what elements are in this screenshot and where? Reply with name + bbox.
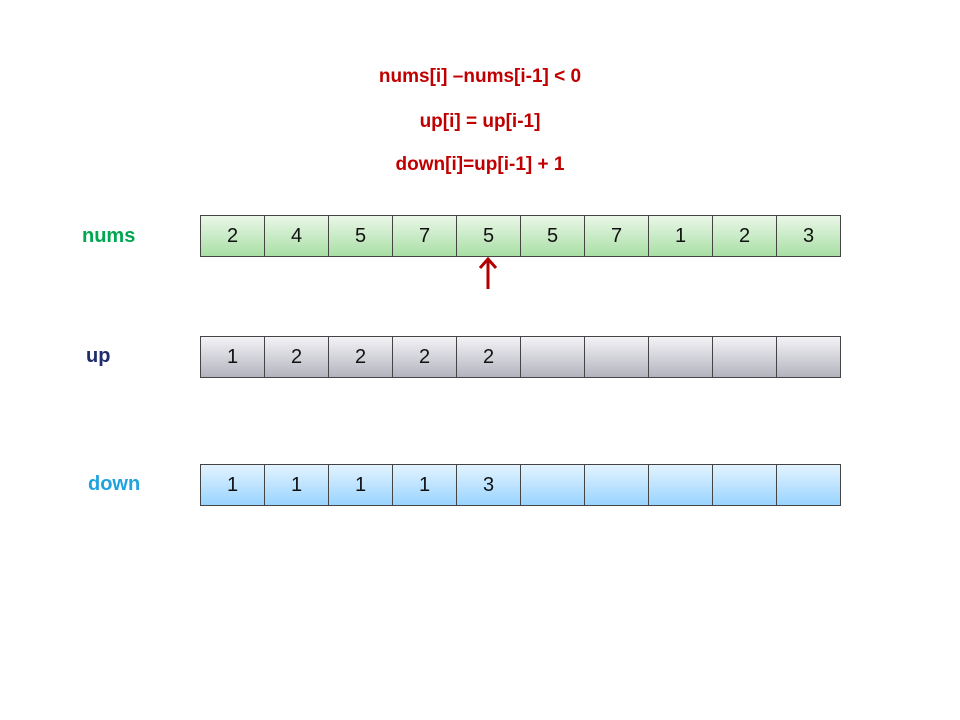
nums-cell: 5 [521, 216, 585, 256]
nums-cell: 4 [265, 216, 329, 256]
up-cell: 2 [457, 337, 521, 377]
down-cell: 1 [201, 465, 265, 505]
up-cell [713, 337, 777, 377]
nums-cell: 5 [329, 216, 393, 256]
formula-line-3: down[i]=up[i-1] + 1 [395, 154, 565, 175]
up-cell: 2 [265, 337, 329, 377]
down-cell [521, 465, 585, 505]
nums-cell: 1 [649, 216, 713, 256]
up-label: up [86, 345, 111, 367]
nums-cell: 7 [585, 216, 649, 256]
down-cell: 1 [265, 465, 329, 505]
down-cell [713, 465, 777, 505]
up-cell [649, 337, 713, 377]
down-cell [649, 465, 713, 505]
down-cell: 3 [457, 465, 521, 505]
down-cell: 1 [329, 465, 393, 505]
formula-line-2: up[i] = up[i-1] [419, 111, 541, 132]
up-cell [521, 337, 585, 377]
down-cell [777, 465, 841, 505]
nums-cell: 5 [457, 216, 521, 256]
down-cell [585, 465, 649, 505]
nums-cell: 3 [777, 216, 841, 256]
pointer-arrow-icon [478, 256, 498, 289]
up-cell: 2 [329, 337, 393, 377]
down-cell: 1 [393, 465, 457, 505]
nums-cell: 7 [393, 216, 457, 256]
nums-cell: 2 [713, 216, 777, 256]
up-cell [777, 337, 841, 377]
formula-line-1: nums[i] –nums[i-1] < 0 [378, 66, 582, 87]
up-cell [585, 337, 649, 377]
nums-label: nums [82, 225, 136, 247]
up-cell: 1 [201, 337, 265, 377]
nums-cell: 2 [201, 216, 265, 256]
down-label: down [88, 473, 141, 495]
up-cell: 2 [393, 337, 457, 377]
